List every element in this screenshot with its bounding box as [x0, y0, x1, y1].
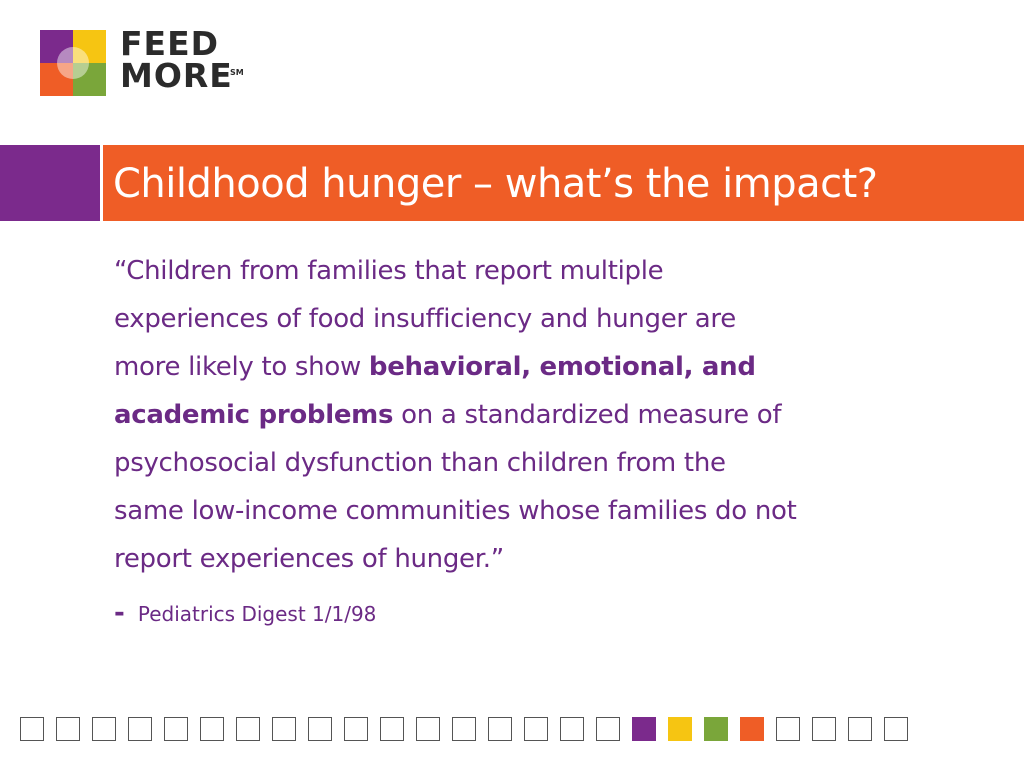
decorative-square — [20, 717, 44, 741]
service-mark: SM — [230, 68, 244, 77]
decorative-square — [704, 717, 728, 741]
decorative-square — [740, 717, 764, 741]
decorative-square — [56, 717, 80, 741]
quote-emphasis: academic problems — [114, 400, 394, 430]
decorative-square — [884, 717, 908, 741]
citation-dash: - — [114, 598, 125, 628]
decorative-square — [380, 717, 404, 741]
decorative-square — [236, 717, 260, 741]
quote-line: same low-income communities whose famili… — [114, 496, 797, 526]
decorative-square — [308, 717, 332, 741]
decorative-square — [92, 717, 116, 741]
decorative-square — [416, 717, 440, 741]
logo-line-feed: FEED — [120, 24, 220, 63]
logo-line-more: MORE — [120, 56, 233, 95]
decorative-square — [272, 717, 296, 741]
decorative-squares-row — [20, 717, 908, 745]
title-band-accent — [0, 145, 100, 221]
decorative-square — [668, 717, 692, 741]
decorative-square — [128, 717, 152, 741]
decorative-square — [452, 717, 476, 741]
quote-line: report experiences of hunger.” — [114, 544, 504, 574]
quote-line: psychosocial dysfunction than children f… — [114, 448, 726, 478]
quote-line: experiences of food insufficiency and hu… — [114, 304, 736, 334]
feed-more-logo: FEED MORE SM — [40, 24, 260, 102]
quote-line: more likely to show behavioral, emotiona… — [114, 343, 974, 391]
decorative-square — [344, 717, 368, 741]
slide-title: Childhood hunger – what’s the impact? — [113, 161, 878, 207]
quote-text: more likely to show — [114, 352, 369, 382]
quote-line: “Children from families that report mult… — [114, 256, 664, 286]
decorative-square — [812, 717, 836, 741]
decorative-square — [596, 717, 620, 741]
logo-mark-icon — [40, 30, 106, 96]
decorative-square — [200, 717, 224, 741]
quote-body: “Children from families that report mult… — [114, 247, 974, 583]
citation: - Pediatrics Digest 1/1/98 — [114, 598, 376, 628]
decorative-square — [164, 717, 188, 741]
quote-text: on a standardized measure of — [393, 400, 782, 430]
decorative-square — [848, 717, 872, 741]
decorative-square — [560, 717, 584, 741]
title-band — [103, 145, 1024, 221]
logo-wordmark: FEED MORE — [120, 24, 233, 95]
decorative-square — [524, 717, 548, 741]
decorative-square — [632, 717, 656, 741]
quote-emphasis: behavioral, emotional, and — [368, 352, 756, 382]
citation-source: Pediatrics Digest 1/1/98 — [137, 602, 377, 626]
decorative-square — [488, 717, 512, 741]
decorative-square — [776, 717, 800, 741]
quote-line: academic problems on a standardized meas… — [114, 391, 974, 439]
